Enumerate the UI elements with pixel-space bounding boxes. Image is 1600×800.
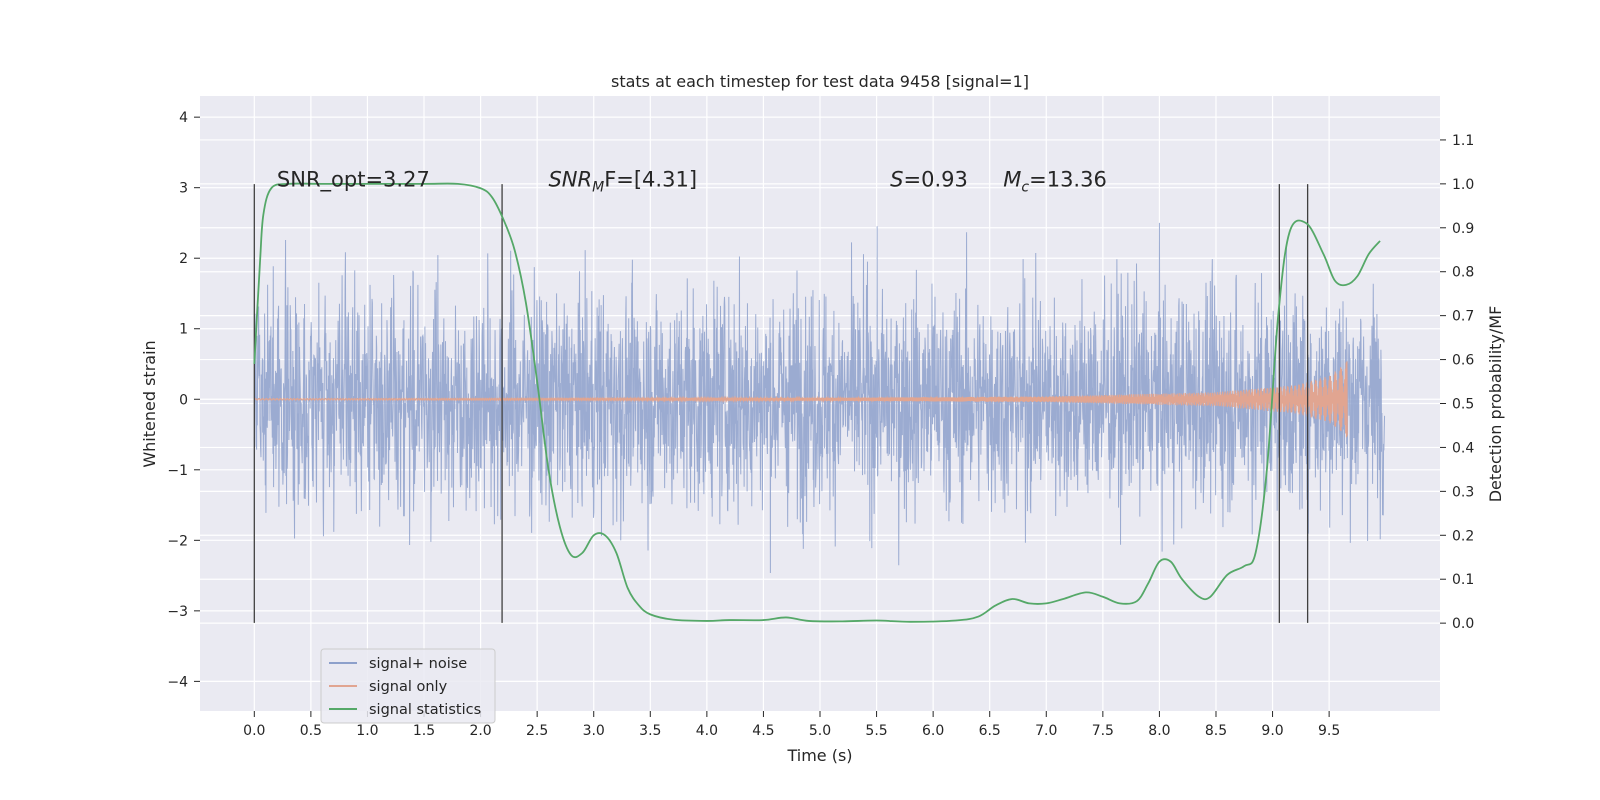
y-tick-label-7: 3 [179, 181, 188, 197]
x-tick-label-13: 6.5 [979, 723, 1001, 739]
y-right-tick-label-0: 0.0 [1452, 616, 1474, 632]
y-axis-ticks: −4 −3 −2 −1 0 1 2 3 4 [167, 110, 200, 690]
annotation-1: SNRMF=[4.31] [548, 167, 697, 195]
y-right-tick-label-3: 0.3 [1452, 484, 1474, 500]
legend-box [320, 648, 496, 724]
x-tick-label-5: 2.5 [526, 723, 548, 739]
y-axis-label: Whitened strain [140, 340, 159, 467]
series-signal-noise [253, 222, 1386, 574]
y-tick-label-3: −1 [167, 463, 188, 479]
y-axis-right-ticks: 0.0 0.1 0.2 0.3 0.4 0.5 0.6 0.7 0.8 0.9 1.0 1.1 [1440, 133, 1474, 632]
series-signal-statistics [253, 182, 1381, 623]
y-tick-label-5: 1 [179, 322, 188, 338]
annotation-0: SNR_opt=3.27 [277, 167, 430, 192]
y-right-tick-label-4: 0.4 [1452, 440, 1474, 456]
annotations: SNR_opt=3.27 SNRMF=[4.31] S=0.93 Mc=13.36 [277, 167, 1107, 195]
y-right-tick-label-1: 0.1 [1452, 572, 1474, 588]
x-tick-label-6: 3.0 [583, 723, 605, 739]
y-tick-label-2: −2 [167, 533, 188, 549]
y-right-tick-label-9: 0.9 [1452, 221, 1474, 237]
legend-label-signal-statistics: signal statistics [369, 702, 481, 718]
y-axis-right-label: Detection probability/MF [1486, 306, 1505, 503]
y-right-tick-label-7: 0.7 [1452, 309, 1474, 325]
y-tick-label-0: −4 [167, 674, 188, 690]
x-tick-label-4: 2.0 [469, 723, 491, 739]
y-right-tick-label-6: 0.6 [1452, 353, 1474, 369]
x-tick-label-11: 5.5 [865, 723, 887, 739]
signal-only-line [253, 361, 1348, 438]
x-axis-ticks: 0.0 0.5 1.0 1.5 2.0 2.5 3.0 3.5 4.0 4.5 5.0 5.5 6.0 6… [243, 711, 1340, 739]
x-tick-label-14: 7.0 [1035, 723, 1057, 739]
y-tick-label-1: −3 [167, 604, 188, 620]
y-right-tick-label-2: 0.2 [1452, 528, 1474, 544]
x-tick-label-1: 0.5 [300, 723, 322, 739]
x-tick-label-8: 4.0 [696, 723, 718, 739]
x-tick-label-15: 7.5 [1092, 723, 1114, 739]
chart-title: stats at each timestep for test data 945… [611, 72, 1029, 91]
x-tick-label-3: 1.5 [413, 723, 435, 739]
vertical-markers [253, 184, 1309, 623]
x-tick-label-16: 8.0 [1148, 723, 1170, 739]
y-right-tick-label-11: 1.1 [1452, 133, 1474, 149]
legend-label-signal-noise: signal+ noise [369, 656, 467, 672]
x-tick-label-9: 4.5 [752, 723, 774, 739]
x-tick-label-17: 8.5 [1205, 723, 1227, 739]
signal-statistics-line [253, 182, 1381, 623]
annotation-3: Mc=13.36 [1003, 167, 1107, 195]
y-right-tick-label-5: 0.5 [1452, 397, 1474, 413]
y-right-tick-label-8: 0.8 [1452, 265, 1474, 281]
y-tick-label-8: 4 [179, 110, 188, 126]
legend: signal+ noise signal only signal statist… [320, 648, 496, 724]
signal-noise-line [253, 222, 1386, 574]
y-tick-label-4: 0 [179, 392, 188, 408]
x-tick-label-12: 6.0 [922, 723, 944, 739]
x-tick-label-18: 9.0 [1261, 723, 1283, 739]
x-tick-label-10: 5.0 [809, 723, 831, 739]
series-signal-only [253, 361, 1348, 438]
legend-label-signal-only: signal only [369, 679, 448, 695]
x-tick-label-2: 1.0 [356, 723, 378, 739]
annotation-2: S=0.93 [890, 167, 968, 191]
x-tick-label-0: 0.0 [243, 723, 265, 739]
x-tick-label-7: 3.5 [639, 723, 661, 739]
y-tick-label-6: 2 [179, 251, 188, 267]
x-axis-label: Time (s) [786, 746, 852, 765]
x-tick-label-19: 9.5 [1318, 723, 1340, 739]
y-right-tick-label-10: 1.0 [1452, 177, 1474, 193]
